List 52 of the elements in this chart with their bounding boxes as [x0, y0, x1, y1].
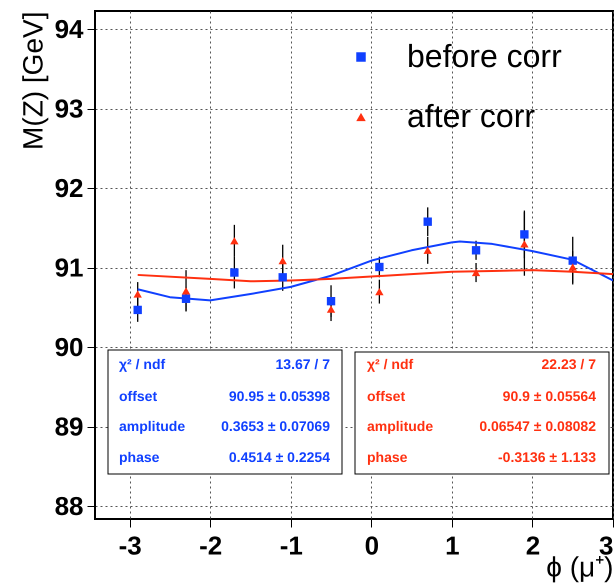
x-tick-label: 2	[526, 530, 540, 560]
point	[134, 290, 142, 298]
point	[424, 246, 432, 254]
point	[134, 306, 142, 314]
x-tick-label: -2	[199, 530, 222, 560]
point	[520, 230, 529, 239]
y-tick-label: 89	[54, 411, 84, 442]
y-tick-label: 90	[54, 332, 84, 362]
point	[278, 273, 287, 282]
annotation: offset	[367, 388, 406, 404]
annotation: χ² / ndf	[119, 356, 166, 372]
y-tick-label: 92	[54, 172, 84, 203]
point	[472, 246, 480, 254]
annotation: χ² / ndf	[367, 356, 414, 372]
point	[424, 217, 432, 226]
point	[182, 287, 190, 294]
annotation: -0.3136 ± 1.133	[498, 449, 596, 465]
annotation: offset	[119, 388, 158, 404]
x-tick-label: 0	[364, 530, 380, 560]
point	[278, 257, 287, 264]
y-tick-label: 88	[54, 490, 84, 521]
annotation: 13.67 / 7	[276, 356, 330, 372]
x-tick-label: -3	[118, 530, 142, 560]
x-tick-label: -1	[280, 530, 303, 560]
point	[326, 296, 336, 306]
annotation: 90.9 ± 0.05564	[502, 388, 596, 404]
point	[568, 263, 577, 271]
annotation: amplitude	[367, 418, 434, 434]
y-axis-title: M(Z) [GeV]	[18, 12, 49, 150]
point	[375, 262, 384, 272]
annotation: phase	[119, 449, 160, 465]
point	[568, 256, 577, 265]
point	[230, 237, 239, 244]
point	[375, 288, 384, 296]
annotation: 0.3653 ± 0.07069	[221, 418, 330, 434]
point	[520, 240, 529, 248]
annotation: amplitude	[119, 418, 186, 434]
point	[472, 268, 480, 276]
y-tick-label: 93	[54, 93, 84, 124]
point	[326, 306, 336, 313]
x-tick-label: 1	[445, 530, 460, 560]
legend-label: after corr	[407, 98, 536, 134]
annotation: phase	[367, 449, 408, 465]
y-tick-label: 91	[54, 252, 84, 282]
point	[182, 294, 190, 303]
y-tick-label: 94	[54, 14, 84, 44]
point	[230, 268, 239, 277]
annotation: 0.4514 ± 0.2254	[228, 449, 330, 465]
legend-label: before corr	[407, 38, 562, 74]
annotation: 22.23 / 7	[542, 356, 596, 372]
annotation: 0.06547 ± 0.08082	[479, 418, 596, 434]
annotation: 90.95 ± 0.05398	[228, 388, 330, 404]
